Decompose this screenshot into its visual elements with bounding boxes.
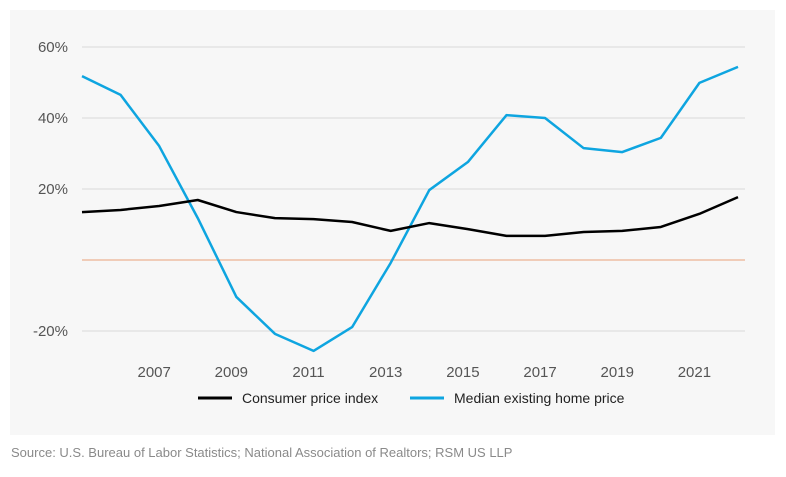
- y-tick-label: -20%: [33, 323, 68, 340]
- series-line: [81, 65, 739, 353]
- chart-card: [10, 10, 775, 435]
- series-line: [81, 196, 739, 238]
- x-tick-label: 2009: [215, 364, 248, 381]
- x-tick-label: 2011: [292, 364, 324, 381]
- source-note: Source: U.S. Bureau of Labor Statistics;…: [11, 445, 513, 460]
- legend-label: Consumer price index: [242, 390, 378, 406]
- y-tick-label: 20%: [38, 181, 68, 198]
- x-tick-label: 2013: [369, 364, 402, 381]
- x-tick-label: 2017: [523, 364, 556, 381]
- x-tick-label: 2015: [446, 364, 479, 381]
- y-tick-label: 40%: [38, 110, 68, 127]
- x-tick-label: 2007: [137, 364, 170, 381]
- legend-label: Median existing home price: [454, 390, 625, 406]
- y-tick-label: 60%: [38, 39, 68, 56]
- x-tick-label: 2019: [601, 364, 634, 381]
- x-tick-label: 2021: [678, 364, 711, 381]
